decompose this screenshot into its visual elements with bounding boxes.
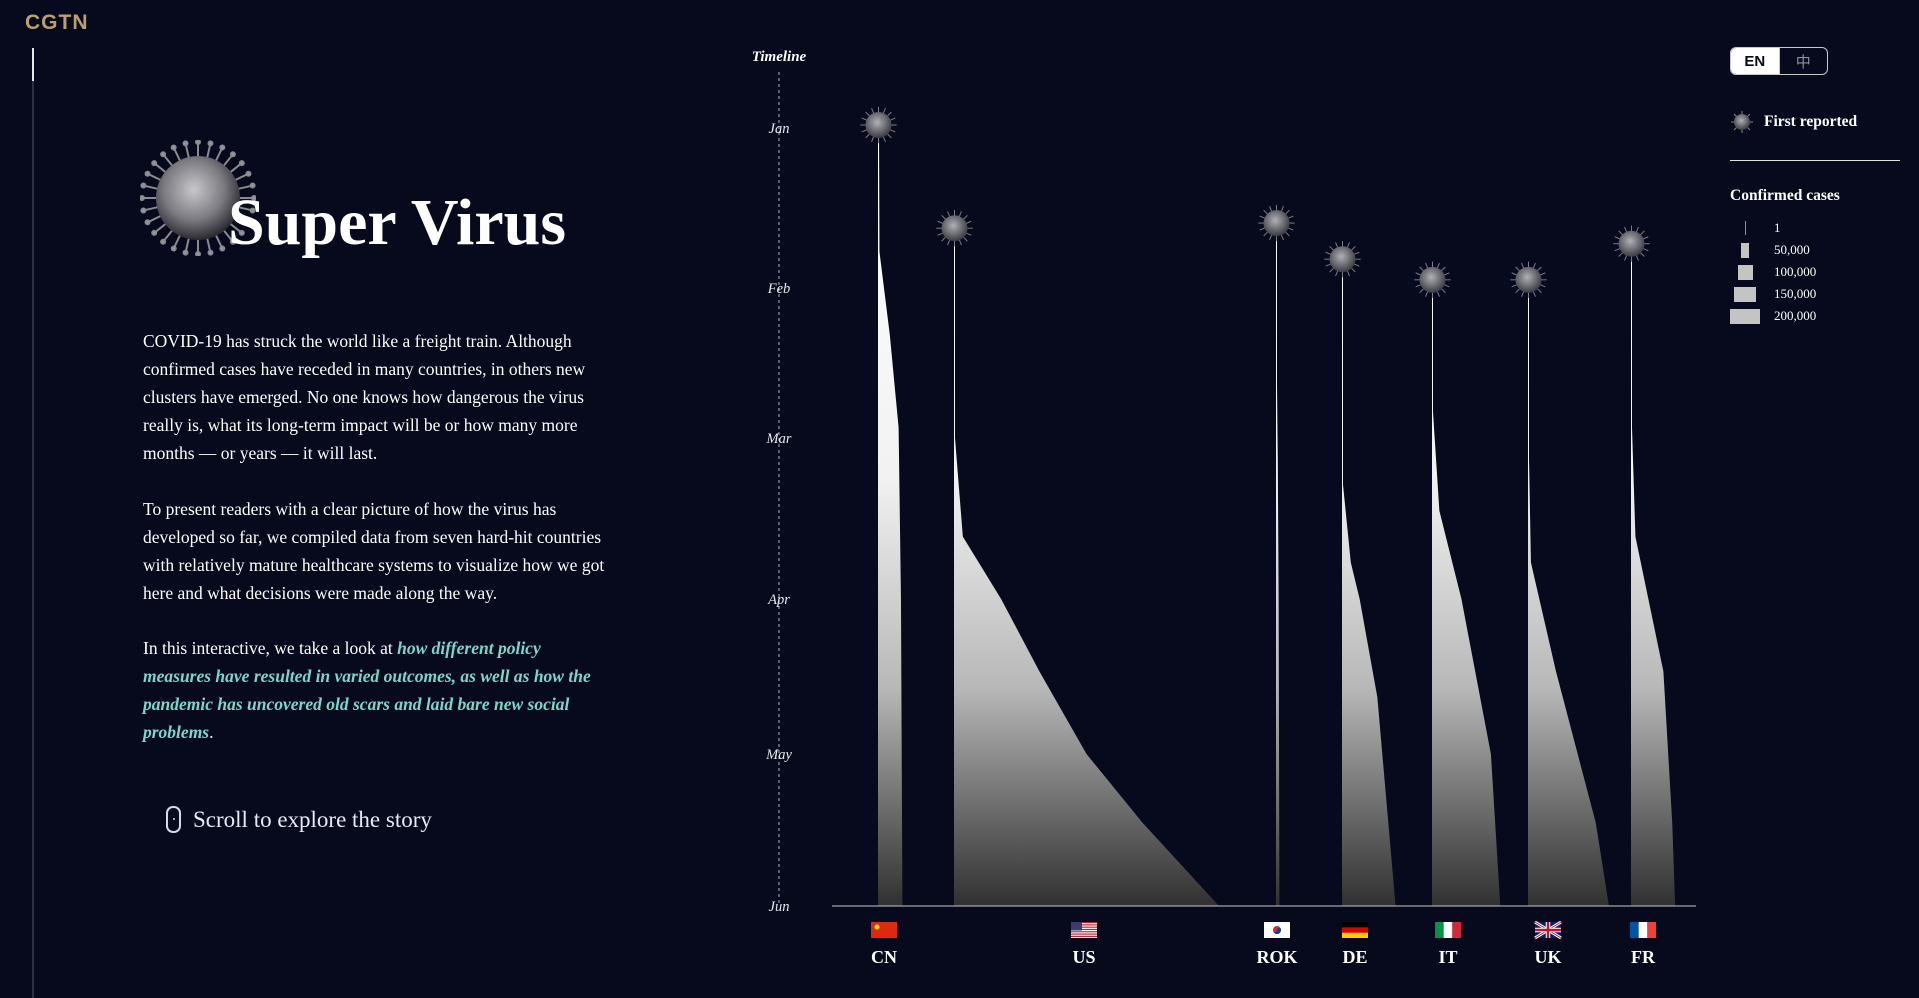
country-label-de: DE <box>1342 947 1367 967</box>
progress-track <box>32 48 34 998</box>
legend-confirmed-title: Confirmed cases <box>1730 187 1840 204</box>
legend-divider <box>1730 160 1900 161</box>
legend-swatch <box>1730 264 1760 280</box>
lang-option-en[interactable]: EN <box>1731 48 1779 74</box>
area-uk[interactable] <box>1528 282 1609 906</box>
month-label-jun: Jun <box>769 899 790 915</box>
legend-scale-row: 50,000 <box>1730 239 1900 261</box>
country-label-it: IT <box>1438 947 1457 967</box>
it-flag-icon <box>1435 922 1461 938</box>
scroll-label: Scroll to explore the story <box>193 806 432 832</box>
legend-swatch <box>1730 286 1760 302</box>
uk-flag-icon <box>1534 920 1562 940</box>
first-reported-marker-uk <box>1510 261 1547 299</box>
intro-paragraph-3-end: . <box>209 722 214 742</box>
cgtn-logo[interactable]: CGTN <box>25 11 89 34</box>
legend-scale-label: 1 <box>1774 220 1781 235</box>
fr-flag-icon <box>1630 922 1656 938</box>
progress-indicator <box>32 48 34 81</box>
legend-scale-label: 150,000 <box>1774 286 1817 301</box>
country-label-rok: ROK <box>1256 947 1297 967</box>
virus-icon <box>1731 111 1753 133</box>
rok-flag-icon <box>1264 922 1290 938</box>
intro-paragraph-2: To present readers with a clear picture … <box>143 499 605 603</box>
mouse-icon <box>166 806 181 833</box>
legend-scale-row: 100,000 <box>1730 261 1900 283</box>
intro-highlight: how different policy measures have resul… <box>143 638 591 742</box>
us-flag-icon <box>1071 922 1097 938</box>
timeline-label: Timeline <box>752 49 807 65</box>
legend-scale-label: 50,000 <box>1774 242 1810 257</box>
virus-icon <box>140 140 256 256</box>
legend: First reported Confirmed cases 1 50,000 10… <box>1730 110 1900 327</box>
area-fr[interactable] <box>1631 246 1676 907</box>
first-reported-marker-cn <box>860 106 897 144</box>
legend-scale-label: 100,000 <box>1774 264 1817 279</box>
title-block: Super Virus <box>140 140 620 260</box>
legend-scale-row: 150,000 <box>1730 283 1900 305</box>
legend-first-reported-label: First reported <box>1764 113 1858 130</box>
area-cn[interactable] <box>878 128 903 906</box>
legend-scale-row: 1 <box>1730 217 1900 239</box>
language-toggle[interactable]: EN 中 <box>1730 47 1828 75</box>
month-label-feb: Feb <box>767 281 791 297</box>
legend-first-reported: First reported <box>1730 110 1900 134</box>
area-rok[interactable] <box>1276 226 1280 906</box>
first-reported-marker-it <box>1414 261 1451 299</box>
legend-swatch <box>1730 308 1760 324</box>
first-reported-marker-rok <box>1258 204 1295 242</box>
intro-paragraph-3-start: In this interactive, we take a look at <box>143 638 398 658</box>
de-flag-icon <box>1342 922 1368 938</box>
first-reported-marker-us <box>936 210 973 247</box>
first-reported-marker-fr <box>1613 225 1650 262</box>
scroll-hint[interactable]: Scroll to explore the story <box>166 806 432 833</box>
legend-scale-row: 200,000 <box>1730 305 1900 327</box>
intro-paragraph-1: COVID-19 has struck the world like a fre… <box>143 331 586 463</box>
month-label-apr: Apr <box>767 592 790 608</box>
legend-swatch <box>1730 221 1760 235</box>
area-it[interactable] <box>1432 282 1501 906</box>
legend-scale-label: 200,000 <box>1774 308 1817 323</box>
month-label-mar: Mar <box>766 431 792 447</box>
page-title: Super Virus <box>228 186 567 259</box>
area-us[interactable] <box>954 231 1219 906</box>
legend-swatch <box>1730 242 1760 258</box>
country-label-fr: FR <box>1631 947 1656 967</box>
country-label-uk: UK <box>1535 947 1562 967</box>
month-label-may: May <box>765 747 792 763</box>
area-de[interactable] <box>1342 262 1396 906</box>
country-label-us: US <box>1072 947 1095 967</box>
month-label-jan: Jan <box>769 121 790 137</box>
country-label-cn: CN <box>871 947 897 967</box>
intro-paragraph-3: In this interactive, we take a look at h… <box>143 634 613 746</box>
lang-option-zh[interactable]: 中 <box>1778 48 1828 74</box>
cn-flag-icon <box>871 922 897 938</box>
first-reported-marker-de <box>1324 240 1361 278</box>
